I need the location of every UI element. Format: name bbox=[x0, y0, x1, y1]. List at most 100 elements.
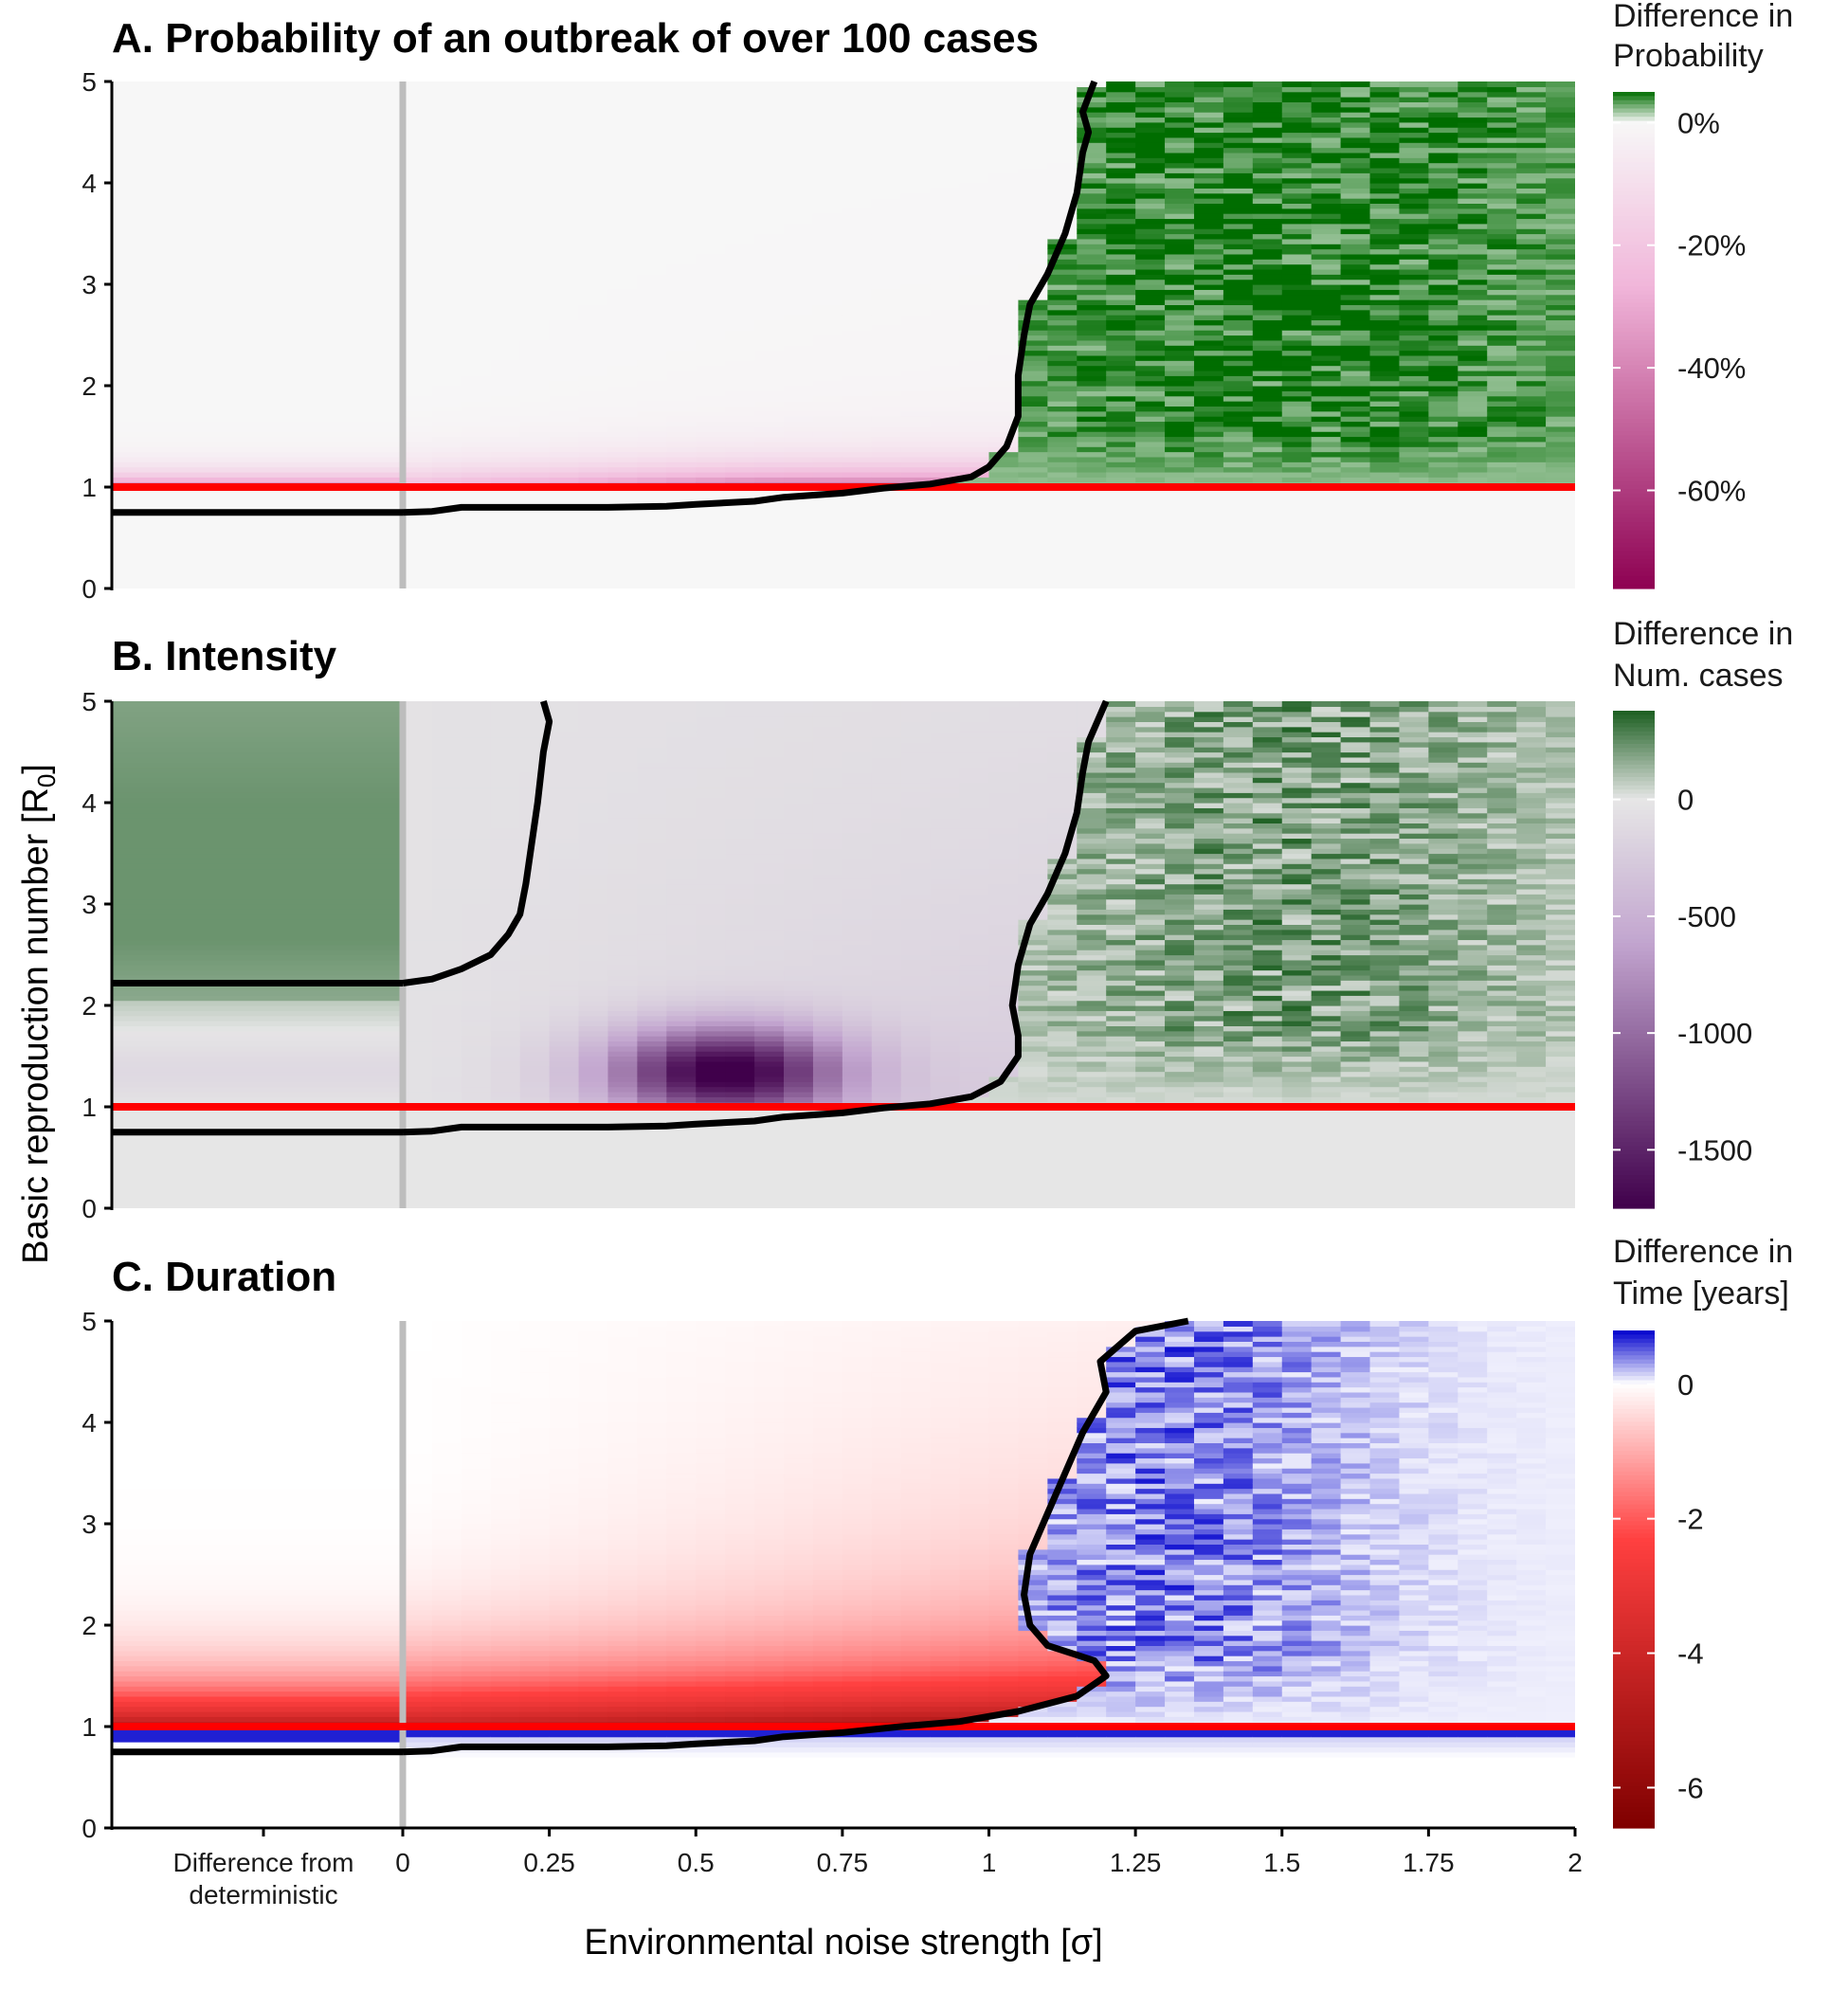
heatmap-cell bbox=[988, 431, 1020, 438]
heatmap-cell bbox=[1458, 354, 1488, 361]
heatmap-cell bbox=[1487, 192, 1517, 199]
heatmap-cell bbox=[519, 767, 551, 773]
heatmap-cell bbox=[930, 568, 961, 574]
colorbar-step bbox=[1613, 344, 1655, 350]
heatmap-cell bbox=[1369, 147, 1401, 154]
heatmap-cell bbox=[1311, 263, 1342, 270]
heatmap-cell bbox=[1369, 497, 1401, 503]
heatmap-cell bbox=[725, 315, 755, 321]
heatmap-cell bbox=[1487, 203, 1517, 209]
heatmap-cell bbox=[112, 985, 403, 991]
heatmap-cell bbox=[1252, 121, 1283, 128]
heatmap-cell bbox=[607, 563, 638, 570]
heatmap-cell bbox=[1077, 177, 1107, 184]
heatmap-cell bbox=[112, 537, 403, 544]
heatmap-cell bbox=[1165, 512, 1195, 518]
heatmap-cell bbox=[403, 1056, 433, 1062]
heatmap-cell bbox=[461, 274, 492, 280]
heatmap-cell bbox=[666, 172, 697, 179]
heatmap-cell bbox=[1018, 375, 1048, 382]
heatmap-cell bbox=[461, 345, 492, 352]
heatmap-cell bbox=[1487, 132, 1517, 138]
heatmap-cell bbox=[461, 792, 492, 799]
heatmap-cell bbox=[1223, 365, 1254, 371]
heatmap-cell bbox=[1106, 157, 1136, 164]
heatmap-cell bbox=[784, 330, 814, 336]
heatmap-cell bbox=[1546, 517, 1575, 524]
heatmap-cell bbox=[988, 416, 1020, 423]
heatmap-cell bbox=[519, 1192, 551, 1199]
panel-a-legend-title-line1: Difference in bbox=[1613, 0, 1793, 34]
colorbar-step bbox=[1613, 157, 1655, 163]
heatmap-cell bbox=[1018, 537, 1048, 544]
heatmap-cell bbox=[842, 492, 873, 498]
heatmap-cell bbox=[1223, 471, 1254, 478]
heatmap-cell bbox=[519, 1071, 551, 1077]
heatmap-cell bbox=[403, 1071, 433, 1077]
heatmap-cell bbox=[112, 969, 403, 976]
heatmap-cell bbox=[461, 223, 492, 229]
heatmap-cell bbox=[1369, 360, 1401, 367]
heatmap-cell bbox=[461, 1091, 492, 1097]
heatmap-cell bbox=[1223, 533, 1254, 539]
heatmap-cell bbox=[1516, 127, 1547, 134]
heatmap-cell bbox=[754, 477, 785, 483]
heatmap-cell bbox=[1369, 375, 1401, 382]
heatmap-cell bbox=[1193, 253, 1224, 260]
heatmap-cell bbox=[1458, 370, 1488, 376]
heatmap-cell bbox=[578, 436, 609, 443]
heatmap-cell bbox=[490, 248, 521, 255]
heatmap-cell bbox=[696, 228, 726, 235]
heatmap-cell bbox=[1369, 315, 1401, 321]
heatmap-cell bbox=[754, 360, 785, 367]
heatmap-cell bbox=[1369, 97, 1401, 102]
heatmap-cell bbox=[1165, 451, 1195, 458]
colorbar-step bbox=[1613, 137, 1655, 142]
heatmap-cell bbox=[1047, 507, 1078, 514]
heatmap-cell bbox=[1165, 517, 1195, 524]
heatmap-cell bbox=[666, 365, 697, 371]
heatmap-cell bbox=[900, 142, 932, 149]
heatmap-cell bbox=[666, 517, 697, 524]
heatmap-cell bbox=[784, 542, 814, 549]
heatmap-cell bbox=[1165, 548, 1195, 554]
heatmap-cell bbox=[403, 878, 433, 885]
heatmap-cell bbox=[461, 248, 492, 255]
heatmap-cell bbox=[431, 380, 462, 387]
colorbar-step bbox=[1613, 584, 1655, 589]
heatmap-cell bbox=[1311, 117, 1342, 123]
heatmap-cell bbox=[112, 974, 403, 981]
heatmap-cell bbox=[1399, 461, 1429, 468]
heatmap-cell bbox=[1369, 223, 1401, 229]
heatmap-cell bbox=[1399, 218, 1429, 225]
heatmap-cell bbox=[1135, 416, 1166, 423]
heatmap-cell bbox=[1399, 410, 1429, 417]
heatmap-cell bbox=[461, 1142, 492, 1149]
heatmap-cell bbox=[519, 492, 551, 498]
heatmap-cell bbox=[1077, 259, 1107, 265]
heatmap-cell bbox=[112, 425, 403, 432]
heatmap-cell bbox=[607, 218, 638, 225]
heatmap-cell bbox=[784, 466, 814, 473]
heatmap-cell bbox=[1223, 375, 1254, 382]
heatmap-cell bbox=[490, 833, 521, 840]
heatmap-cell bbox=[578, 101, 609, 108]
heatmap-cell bbox=[1281, 537, 1313, 544]
heatmap-cell bbox=[403, 1066, 433, 1073]
colorbar-step bbox=[1613, 393, 1655, 399]
heatmap-cell bbox=[1546, 167, 1575, 173]
heatmap-cell bbox=[1487, 315, 1517, 321]
heatmap-cell bbox=[1399, 456, 1429, 462]
heatmap-cell bbox=[1458, 253, 1488, 260]
heatmap-cell bbox=[696, 162, 726, 169]
heatmap-cell bbox=[1106, 213, 1136, 220]
heatmap-cell bbox=[112, 898, 403, 905]
heatmap-cell bbox=[1135, 410, 1166, 417]
heatmap-cell bbox=[812, 410, 843, 417]
heatmap-cell bbox=[1106, 142, 1136, 149]
heatmap-cell bbox=[1165, 274, 1195, 280]
heatmap-cell bbox=[461, 263, 492, 270]
heatmap-cell bbox=[403, 121, 433, 128]
heatmap-cell bbox=[1281, 502, 1313, 508]
heatmap-cell bbox=[725, 97, 755, 102]
